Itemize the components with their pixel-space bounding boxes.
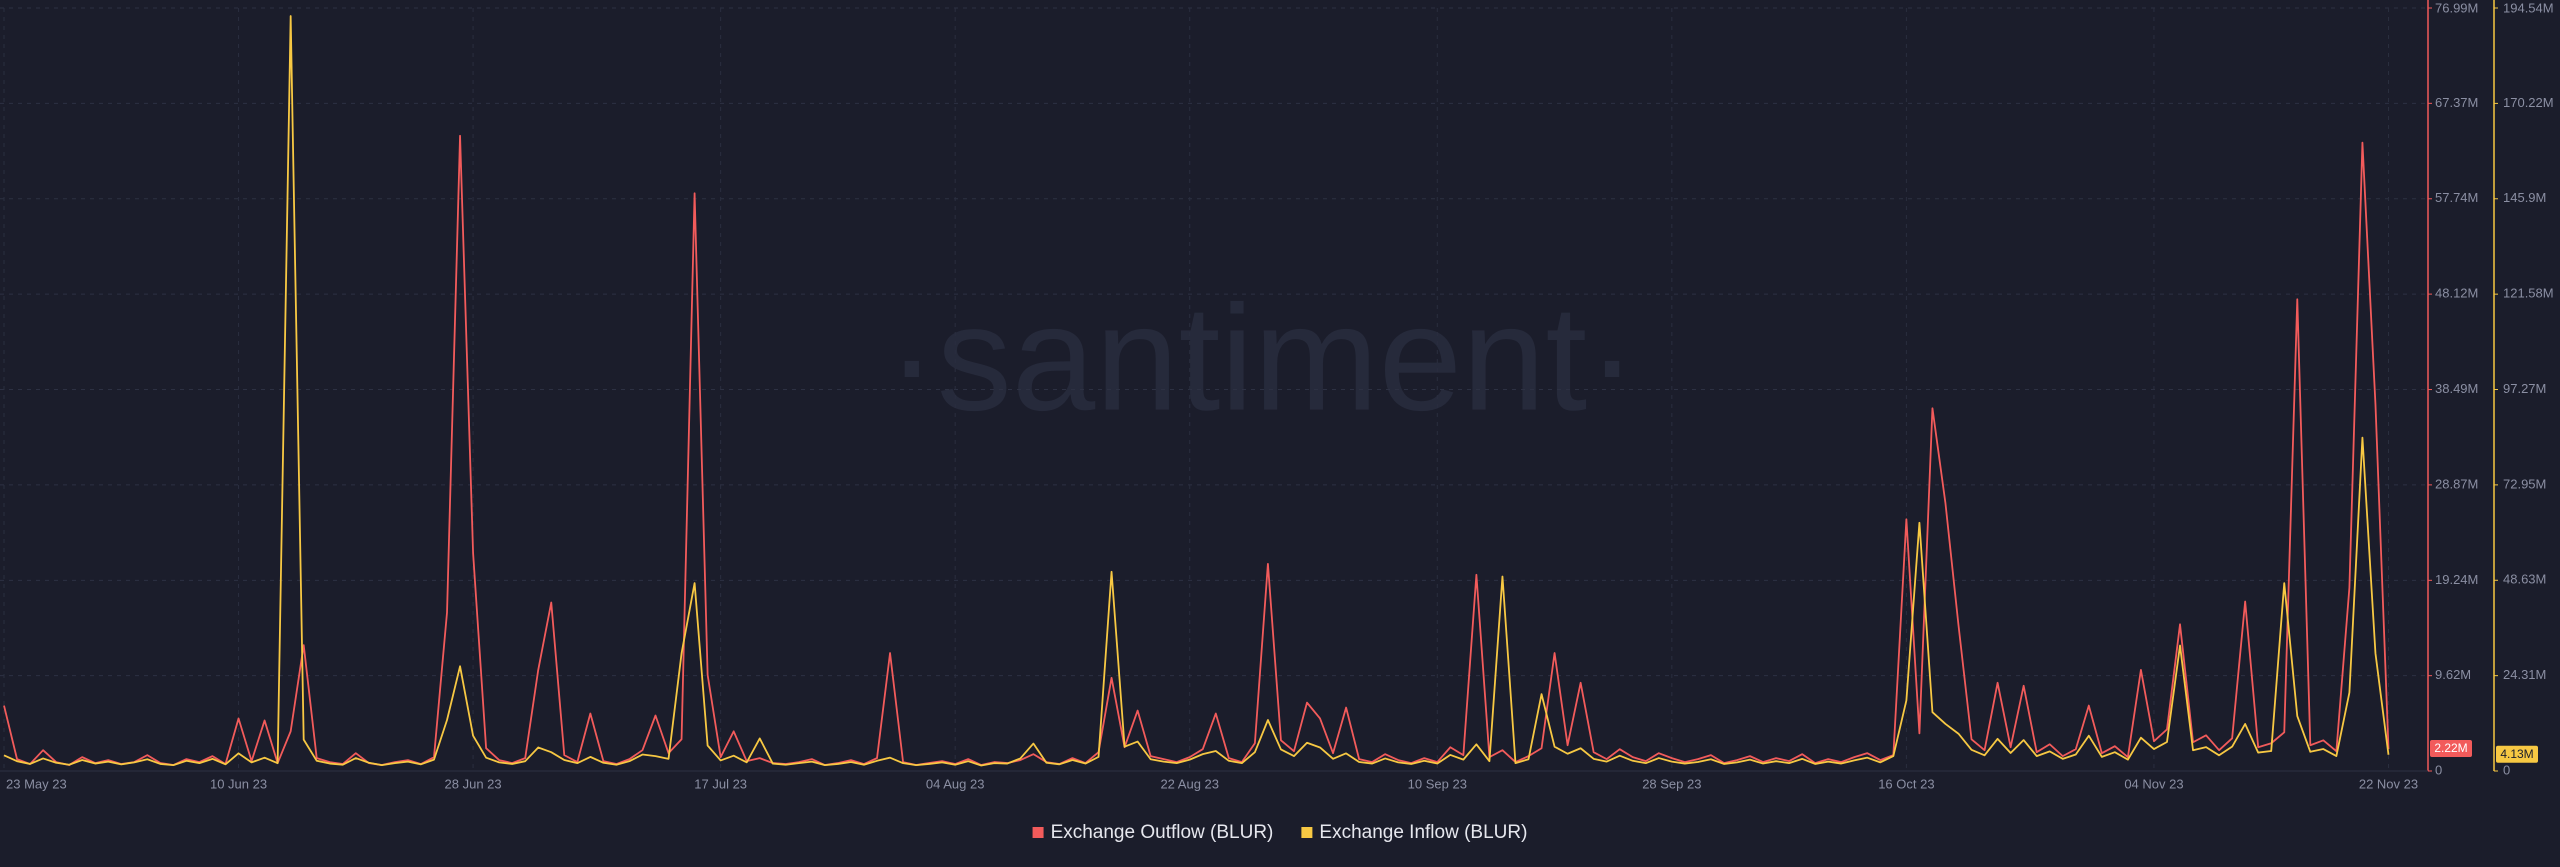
y-tick-label: 9.62M	[2435, 667, 2471, 682]
y2-tick-label: 145.9M	[2503, 190, 2546, 205]
y-tick-label: 48.12M	[2435, 286, 2478, 301]
x-tick-label: 04 Aug 23	[926, 776, 985, 791]
y-tick-label: 76.99M	[2435, 0, 2478, 15]
y2-tick-label: 121.58M	[2503, 286, 2554, 301]
legend-swatch	[1301, 827, 1313, 838]
legend: Exchange Outflow (BLUR) Exchange Inflow (…	[1032, 822, 1527, 843]
y2-tick-label: 72.95M	[2503, 476, 2546, 491]
current-value-badge: 4.13M	[2496, 745, 2538, 763]
legend-text: Exchange Outflow (BLUR)	[1051, 822, 1274, 843]
y2-tick-label: 48.63M	[2503, 572, 2546, 587]
x-tick-label: 22 Aug 23	[1160, 776, 1219, 791]
y-tick-label: 19.24M	[2435, 572, 2478, 587]
x-tick-label: 22 Nov 23	[2359, 776, 2418, 791]
legend-text: Exchange Inflow (BLUR)	[1319, 822, 1527, 843]
y-tick-label: 57.74M	[2435, 190, 2478, 205]
current-value-badge: 2.22M	[2430, 739, 2472, 757]
x-tick-label: 10 Jun 23	[210, 776, 267, 791]
y2-tick-label: 97.27M	[2503, 381, 2546, 396]
y2-tick-label: 24.31M	[2503, 667, 2546, 682]
y-tick-label: 38.49M	[2435, 381, 2478, 396]
x-tick-label: 17 Jul 23	[694, 776, 747, 791]
series-line	[3, 15, 2390, 767]
legend-swatch	[1032, 827, 1044, 838]
current-value-label: 2.22M	[2434, 741, 2467, 755]
current-value-label: 4.13M	[2500, 747, 2533, 761]
y2-tick-label: 194.54M	[2503, 0, 2554, 15]
watermark: ·santiment·	[887, 274, 1637, 442]
y-tick-label: 28.87M	[2435, 476, 2478, 491]
x-tick-label: 23 May 23	[6, 776, 67, 791]
y-tick-label: 0	[2435, 762, 2442, 777]
current-value-box	[2430, 739, 2472, 757]
x-tick-label: 16 Oct 23	[1878, 776, 1934, 791]
x-tick-label: 10 Sep 23	[1408, 776, 1467, 791]
current-value-box	[2496, 745, 2538, 763]
x-tick-label: 28 Sep 23	[1642, 776, 1701, 791]
y2-tick-label: 170.22M	[2503, 95, 2554, 110]
y2-tick-label: 0	[2503, 762, 2510, 777]
x-tick-label: 28 Jun 23	[445, 776, 502, 791]
y-tick-label: 67.37M	[2435, 95, 2478, 110]
series-line	[3, 134, 2390, 766]
x-tick-label: 04 Nov 23	[2124, 776, 2183, 791]
